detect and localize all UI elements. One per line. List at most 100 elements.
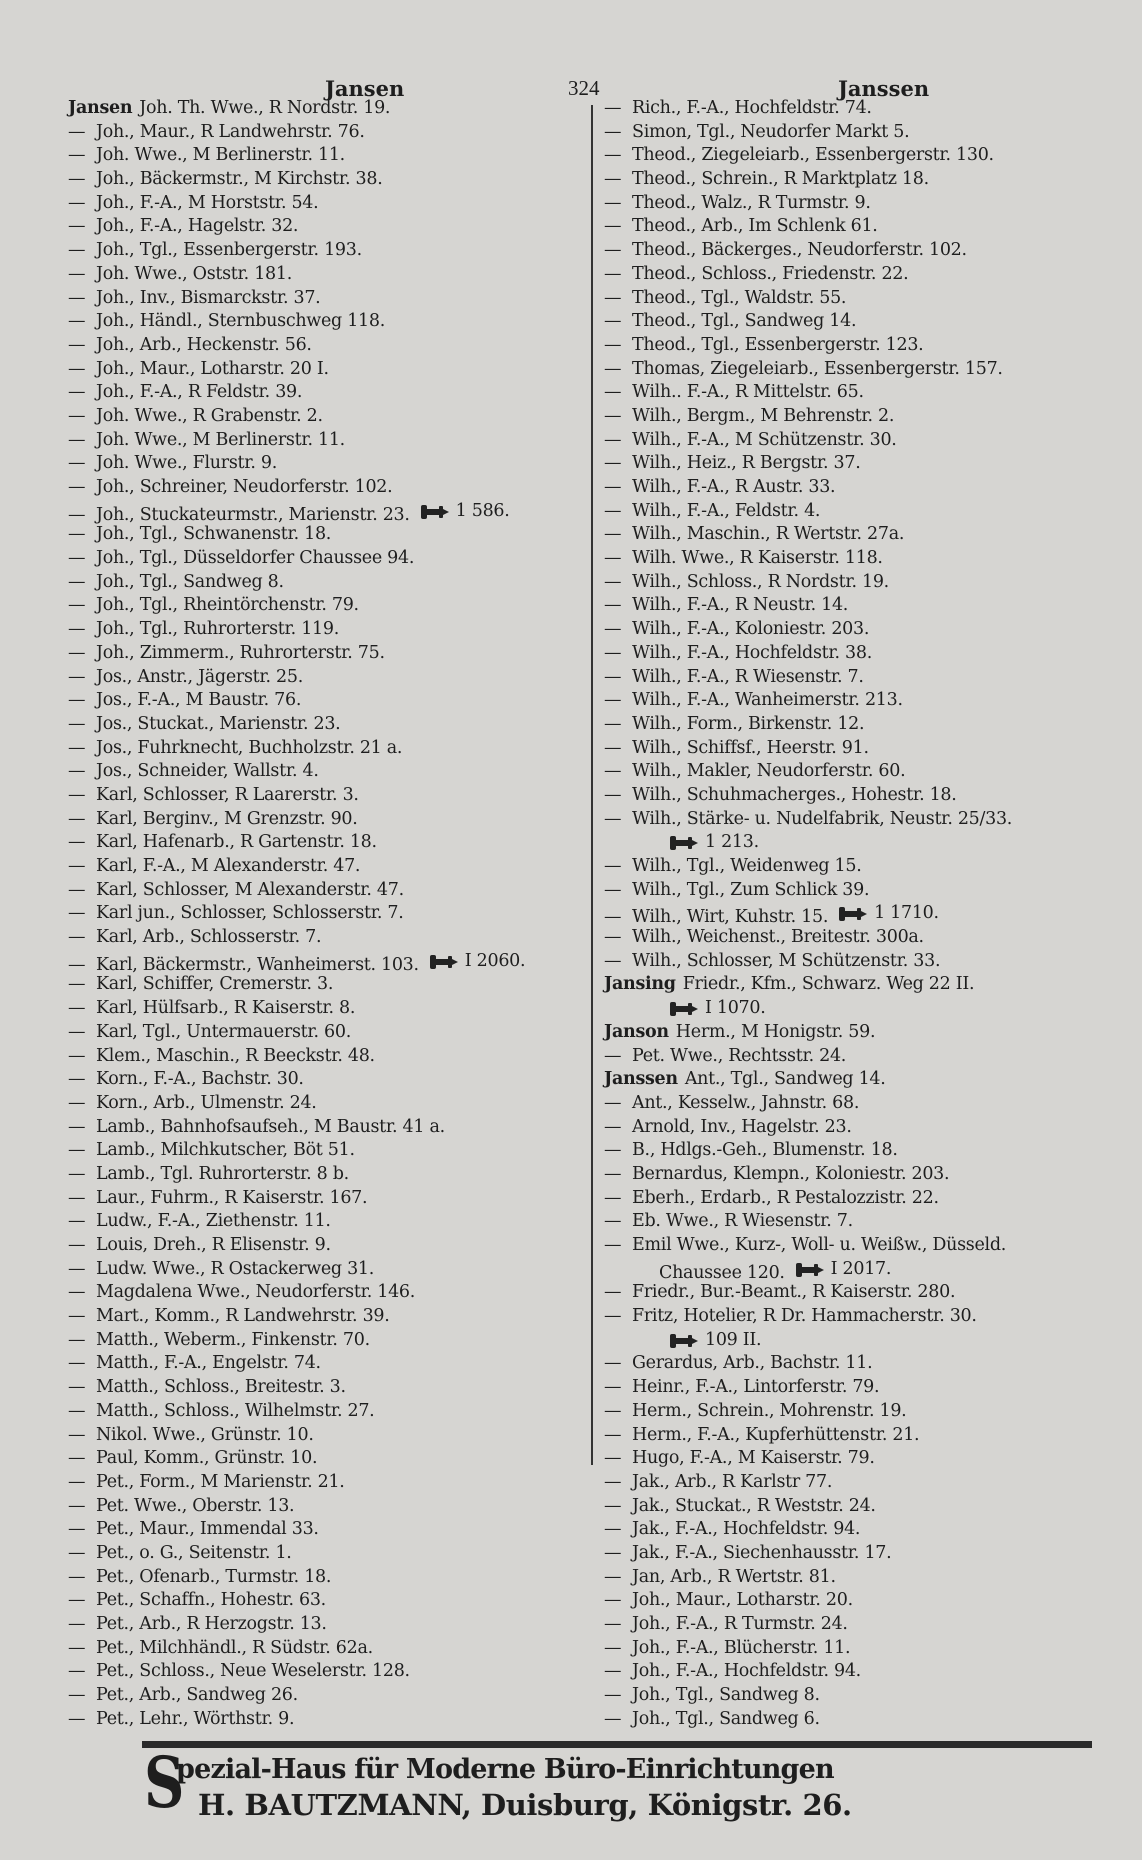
entry-text: Joh., Tgl., Düsseldorfer Chaussee 94. <box>96 548 415 569</box>
directory-entry: — Pet., Maur., Immendal 33. <box>68 1518 588 1542</box>
directory-entry: — Joh., F.-A., M Horststr. 54. <box>68 192 588 216</box>
entry-text: Jos., Schneider, Wallstr. 4. <box>96 761 319 782</box>
directory-entry: — Theod., Tgl., Essenbergerstr. 123. <box>604 334 1134 358</box>
directory-entry: — Korn., Arb., Ulmenstr. 24. <box>68 1092 588 1116</box>
entry-text: Joh., Tgl., Schwanenstr. 18. <box>96 524 332 545</box>
directory-entry: — Wilh., F.-A., Hochfeldstr. 38. <box>604 642 1134 666</box>
entry-text: Jak., F.-A., Hochfeldstr. 94. <box>632 1519 861 1540</box>
directory-entry: — Joh., Tgl., Sandweg 6. <box>604 1708 1134 1732</box>
directory-entry: — Joh., Tgl., Sandweg 8. <box>604 1684 1134 1708</box>
entry-text: Wilh., Tgl., Zum Schlick 39. <box>632 879 870 900</box>
ditto-dash: — <box>68 642 86 663</box>
ditto-dash: — <box>604 1448 622 1469</box>
ditto-dash: — <box>68 619 86 640</box>
ditto-dash: — <box>68 879 86 900</box>
entry-text: Eberh., Erdarb., R Pestalozzistr. 22. <box>632 1187 939 1208</box>
ditto-dash: — <box>68 1377 86 1398</box>
ditto-dash: — <box>68 1685 86 1706</box>
ditto-dash: — <box>604 1140 622 1161</box>
directory-entry: — Wilh., Tgl., Zum Schlick 39. <box>604 879 1134 903</box>
entry-text: Rich., F.-A., Hochfeldstr. 74. <box>632 98 872 118</box>
ditto-dash: — <box>604 500 622 521</box>
directory-entry: — Pet., Form., M Marienstr. 21. <box>68 1471 588 1495</box>
ditto-dash: — <box>604 216 622 237</box>
entry-text: Wilh., Schuhmacherges., Hohestr. 18. <box>632 784 957 805</box>
directory-entry: — Joh., Maur., Lotharstr. 20 I. <box>68 358 588 382</box>
phone-number-value: 1 213. <box>705 832 759 853</box>
entry-text: Joh., F.-A., R Turmstr. 24. <box>632 1614 848 1634</box>
directory-entry: — Korn., F.-A., Bachstr. 30. <box>68 1068 588 1092</box>
ditto-dash: — <box>604 642 622 663</box>
entry-text: Wilh., F.-A., Koloniestr. 203. <box>632 619 870 640</box>
entry-text: Wilh., Schlosser, M Schützenstr. 33. <box>632 950 941 971</box>
directory-entry: — Nikol. Wwe., Grünstr. 10. <box>68 1424 588 1448</box>
entry-text: Fritz, Hotelier, R Dr. Hammacherstr. 30. <box>632 1306 977 1327</box>
ditto-dash: — <box>604 690 622 711</box>
directory-entry: — Wilh., F.-A., Wanheimerstr. 213. <box>604 689 1134 713</box>
ditto-dash: — <box>68 334 86 355</box>
entry-text: Joh., Maur., Lotharstr. 20 I. <box>96 358 329 379</box>
ditto-dash: — <box>604 1282 622 1303</box>
ditto-dash: — <box>604 263 622 284</box>
surname-heading: Jansen <box>68 98 133 118</box>
ditto-dash: — <box>68 121 86 142</box>
ditto-dash: — <box>604 1471 622 1492</box>
ditto-dash: — <box>604 334 622 355</box>
telephone-icon <box>795 1262 831 1278</box>
entry-text: Eb. Wwe., R Wiesenstr. 7. <box>632 1211 853 1232</box>
ditto-dash: — <box>68 1021 86 1042</box>
ditto-dash: — <box>68 311 86 332</box>
entry-text: Paul, Komm., Grünstr. 10. <box>96 1448 318 1469</box>
entry-text: Herm., M Honigstr. 59. <box>675 1021 876 1042</box>
entry-text: Pet., Form., M Marienstr. 21. <box>96 1471 345 1492</box>
directory-entry: — Joh., Bäckermstr., M Kirchstr. 38. <box>68 168 588 192</box>
ditto-dash: — <box>68 504 86 525</box>
directory-entry: — Lamb., Bahnhofsaufseh., M Baustr. 41 a. <box>68 1116 588 1140</box>
ditto-dash: — <box>604 1495 622 1516</box>
entry-text: Theod., Walz., R Turmstr. 9. <box>632 192 871 213</box>
directory-entry: — Herm., F.-A., Kupferhüttenstr. 21. <box>604 1424 1134 1448</box>
ditto-dash: — <box>604 311 622 332</box>
entry-text: Ant., Kesselw., Jahnstr. 68. <box>632 1092 860 1113</box>
ditto-dash: — <box>604 169 622 190</box>
entry-text: Magdalena Wwe., Neudorferstr. 146. <box>96 1282 416 1303</box>
entry-text: Pet., Lehr., Wörthstr. 9. <box>96 1708 295 1729</box>
ditto-dash: — <box>68 1187 86 1208</box>
directory-entry: — Karl, Arb., Schlosserstr. 7. <box>68 926 588 950</box>
entry-text: Matth., F.-A., Engelstr. 74. <box>96 1353 321 1374</box>
ditto-dash: — <box>68 1282 86 1303</box>
entry-text: Joh., F.-A., M Horststr. 54. <box>96 192 319 213</box>
entry-text: Matth., Schloss., Breitestr. 3. <box>96 1377 346 1398</box>
ditto-dash: — <box>604 1424 622 1445</box>
ditto-dash: — <box>68 358 86 379</box>
entry-text: B., Hdlgs.-Geh., Blumenstr. 18. <box>632 1140 898 1161</box>
directory-entry: — Joh., Stuckateurmstr., Marienstr. 23. 1 … <box>68 500 588 525</box>
ditto-dash: — <box>68 1306 86 1327</box>
ditto-dash: — <box>68 1495 86 1516</box>
ditto-dash: — <box>68 1400 86 1421</box>
phone-number-value: 1 586. <box>455 500 510 521</box>
entry-text: Hugo, F.-A., M Kaiserstr. 79. <box>632 1448 875 1469</box>
directory-entry: — Karl, Schiffer, Cremerstr. 3. <box>68 973 588 997</box>
ditto-dash: — <box>604 98 622 118</box>
entry-text: Joh., Tgl., Essenbergerstr. 193. <box>96 240 362 261</box>
ditto-dash: — <box>604 1377 622 1398</box>
directory-entry: — Joh., Maur., Lotharstr. 20. <box>604 1589 1134 1613</box>
directory-entry: — Jak., F.-A., Hochfeldstr. 94. <box>604 1518 1134 1542</box>
entry-text: Theod., Schloss., Friedenstr. 22. <box>632 263 909 284</box>
entry-text: Pet. Wwe., Oberstr. 13. <box>96 1495 295 1516</box>
directory-entry: — Wilh., Schlosser, M Schützenstr. 33. <box>604 950 1134 974</box>
entry-text: Lamb., Tgl. Ruhrorterstr. 8 b. <box>96 1163 349 1184</box>
directory-entry: — Theod., Schrein., R Marktplatz 18. <box>604 168 1134 192</box>
ditto-dash: — <box>604 192 622 213</box>
directory-entry: — Wilh., Tgl., Weidenweg 15. <box>604 855 1134 879</box>
directory-entry: — Wilh., Form., Birkenstr. 12. <box>604 713 1134 737</box>
entry-text: Wilh., Schloss., R Nordstr. 19. <box>632 571 889 592</box>
ditto-dash: — <box>68 145 86 166</box>
entry-text: Karl, F.-A., M Alexanderstr. 47. <box>96 856 361 876</box>
directory-entry: — Jak., F.-A., Siechenhausstr. 17. <box>604 1542 1134 1566</box>
right-column: — Rich., F.-A., Hochfeldstr. 74. — Simon, T… <box>604 97 1134 1731</box>
entry-text: Joh., Maur., Lotharstr. 20. <box>632 1590 853 1611</box>
directory-entry: — Rich., F.-A., Hochfeldstr. 74. <box>604 97 1134 121</box>
entry-text: Joh., Zimmerm., Ruhrorterstr. 75. <box>96 642 385 663</box>
